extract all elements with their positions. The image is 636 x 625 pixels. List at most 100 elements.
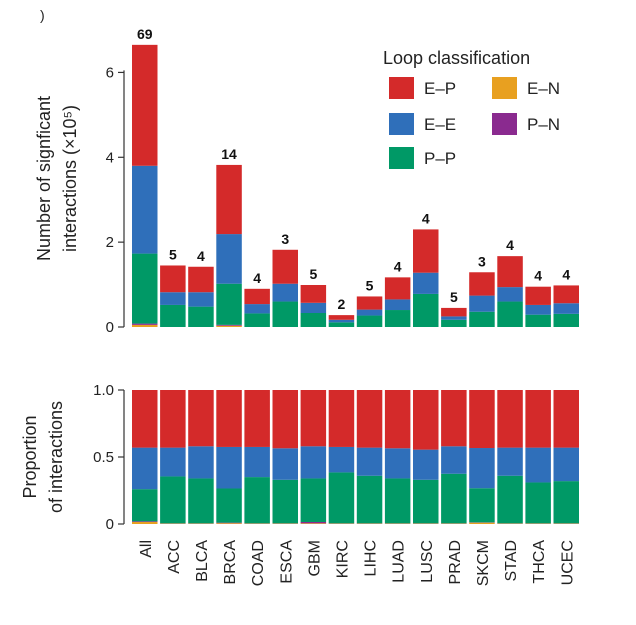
x-tick-label-COAD: COAD [250, 540, 267, 586]
bar-segment-E–E-LUSC [413, 272, 439, 294]
bar-segment-E–P-KIRC [328, 390, 355, 447]
bar-segment-E–E-LIHC [356, 447, 383, 476]
data-label-ESCA: 3 [281, 231, 289, 247]
bar-segment-E–P-GBM [300, 284, 327, 303]
bar-segment-E–P-ACC [160, 390, 186, 448]
data-label-THCA: 4 [534, 268, 542, 284]
bar-segment-E–E-PRAD [441, 446, 467, 474]
bar-segment-E–E-THCA [525, 304, 551, 315]
bar-segment-P–P-ACC [160, 476, 186, 524]
bar-segment-P–P-ACC [160, 304, 186, 327]
bar-segment-E–P-LUSC [413, 390, 439, 450]
legend-swatch-E–P [389, 77, 414, 99]
bar-segment-P–P-BRCA [216, 283, 242, 325]
data-label-SKCM: 3 [478, 253, 486, 269]
legend-swatch-E–N [492, 77, 517, 99]
x-tick-label-LUSC: LUSC [419, 540, 436, 583]
x-tick-label-All: All [138, 540, 155, 558]
bar-segment-E–E-KIRC [328, 319, 355, 323]
data-label-BLCA: 4 [197, 248, 205, 264]
legend-label-P–N: P–N [527, 115, 560, 134]
legend-label-E–P: E–P [424, 79, 456, 98]
y-axis-label: interactions (×10⁵) [60, 105, 80, 252]
bar-segment-E–P-THCA [525, 286, 551, 305]
bar-segment-E–P-LUAD [384, 277, 411, 300]
bar-segment-E–E-PRAD [441, 316, 467, 320]
bar-segment-E–P-All [132, 390, 158, 448]
legend-swatch-P–N [492, 113, 517, 135]
bar-segment-P–P-BRCA [216, 488, 242, 523]
bar-segment-E–P-ACC [160, 265, 186, 293]
bar-segment-E–E-ACC [160, 447, 186, 477]
y-tick-label: 2 [106, 234, 114, 251]
data-label-LIHC: 5 [366, 277, 374, 293]
data-label-ACC: 5 [169, 246, 177, 262]
bar-segment-E–N-All [132, 521, 158, 524]
bar-segment-E–E-KIRC [328, 446, 355, 473]
bar-segment-E–E-COAD [244, 304, 270, 314]
legend-swatch-P–P [389, 147, 414, 169]
legend-label-E–E: E–E [424, 115, 456, 134]
y-tick-label: 1.0 [93, 382, 114, 399]
bar-segment-P–N-BRCA [216, 522, 242, 524]
data-label-STAD: 4 [506, 237, 514, 253]
y-axis-label: Proportion [20, 415, 40, 498]
bar-segment-E–E-LUAD [384, 299, 411, 311]
bar-segment-P–P-All [132, 489, 158, 522]
bar-segment-E–P-STAD [497, 256, 523, 288]
bar-segment-E–N-SKCM [469, 522, 495, 524]
bar-segment-E–E-UCEC [553, 303, 579, 314]
bar-segment-P–P-LIHC [356, 315, 383, 327]
bar-segment-E–E-LUSC [413, 449, 439, 480]
x-tick-label-LIHC: LIHC [363, 540, 380, 576]
y-tick-label: 0 [106, 516, 114, 533]
bar-segment-P–P-LUAD [384, 310, 411, 327]
bar-segment-P–P-COAD [244, 477, 270, 524]
y-tick-label: 4 [106, 149, 114, 166]
bar-segment-E–E-BLCA [188, 446, 214, 479]
x-tick-label-STAD: STAD [503, 540, 520, 581]
bar-segment-P–P-ESCA [272, 301, 298, 327]
bar-segment-E–P-SKCM [469, 272, 495, 296]
x-tick-label-LUAD: LUAD [391, 540, 408, 583]
bar-segment-E–P-BLCA [188, 266, 214, 293]
bar-segment-E–E-ACC [160, 292, 186, 305]
bar-segment-E–P-UCEC [553, 285, 579, 304]
data-label-GBM: 5 [309, 266, 317, 282]
bar-segment-P–P-STAD [497, 475, 523, 524]
bar-segment-P–N-GBM [300, 521, 327, 524]
bar-segment-P–P-COAD [244, 313, 270, 327]
x-tick-label-THCA: THCA [531, 540, 548, 584]
bar-segment-E–E-BRCA [216, 234, 242, 284]
bar-segment-E–N-GBM [300, 523, 327, 524]
data-label-UCEC: 4 [562, 266, 570, 282]
bar-segment-E–E-ESCA [272, 448, 298, 480]
bar-segment-E–N-BRCA [216, 523, 242, 524]
y-tick-label: 6 [106, 64, 114, 81]
bar-segment-E–N-BRCA [216, 325, 242, 327]
bar-segment-E–P-THCA [525, 390, 551, 448]
bar-segment-E–E-LIHC [356, 309, 383, 316]
bar-segment-P–P-LUSC [413, 479, 439, 524]
bar-segment-P–P-THCA [525, 482, 551, 524]
x-tick-label-ACC: ACC [166, 540, 183, 574]
bar-segment-E–P-GBM [300, 390, 327, 447]
bar-segment-P–P-SKCM [469, 311, 495, 327]
data-label-KIRC: 2 [338, 296, 346, 312]
bar-segment-E–P-All [132, 44, 158, 166]
x-tick-label-PRAD: PRAD [447, 540, 464, 584]
data-label-PRAD: 5 [450, 289, 458, 305]
bar-segment-E–E-COAD [244, 446, 270, 478]
bar-segment-E–E-STAD [497, 447, 523, 476]
bar-segment-E–P-COAD [244, 390, 270, 447]
bar-segment-E–E-BRCA [216, 446, 242, 489]
bar-segment-E–P-BLCA [188, 390, 214, 447]
x-tick-label-SKCM: SKCM [475, 540, 492, 586]
bar-segment-P–P-All [132, 253, 158, 324]
bar-segment-E–P-LIHC [356, 296, 383, 310]
bar-segment-E–E-UCEC [553, 447, 579, 482]
bar-segment-E–E-SKCM [469, 295, 495, 312]
bar-segment-E–E-All [132, 447, 158, 490]
x-tick-label-GBM: GBM [306, 540, 323, 576]
data-label-All: 69 [137, 26, 153, 42]
